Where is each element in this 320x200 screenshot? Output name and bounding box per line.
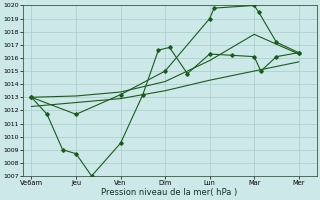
X-axis label: Pression niveau de la mer( hPa ): Pression niveau de la mer( hPa )	[101, 188, 238, 197]
